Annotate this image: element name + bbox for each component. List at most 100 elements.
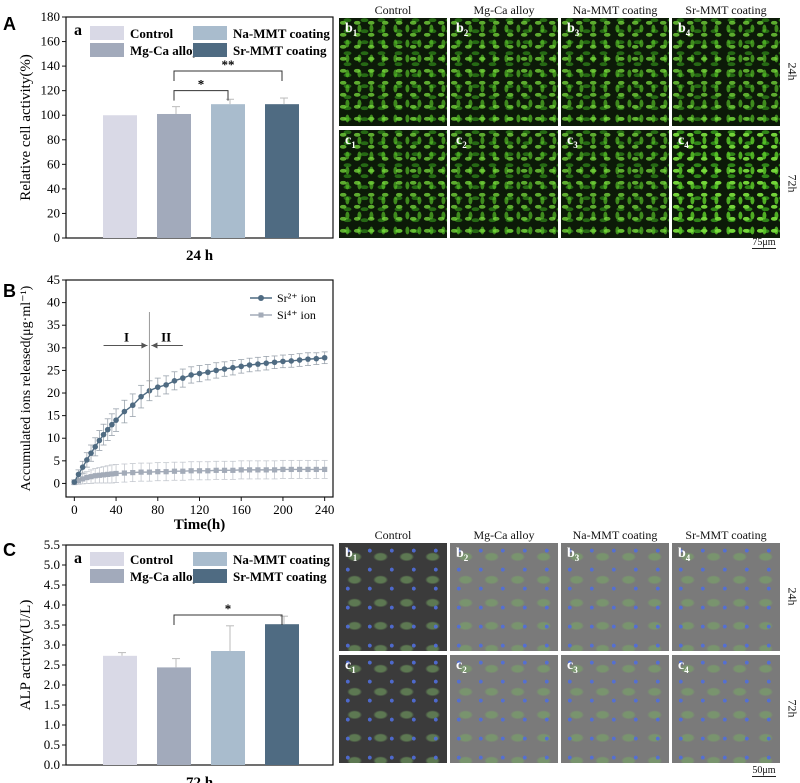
data-point <box>171 468 178 474</box>
micrograph-label: b3 <box>567 546 580 563</box>
panel-letter-a: A <box>3 14 16 34</box>
data-point <box>138 469 144 475</box>
data-point <box>88 474 94 480</box>
x-axis-label: 72 h <box>186 775 214 783</box>
y-tick-label: 5 <box>54 453 61 468</box>
y-tick-label: 20 <box>47 205 60 220</box>
data-point <box>271 359 278 366</box>
micrograph-image: c1 <box>339 130 447 238</box>
micrograph-image: b2 <box>450 543 558 651</box>
data-point <box>238 467 244 473</box>
panel-letter-b: B <box>3 281 16 301</box>
data-point <box>321 354 328 361</box>
micrograph-column-title: Mg-Ca alloy <box>473 3 535 17</box>
micrograph-image: c2 <box>450 130 558 238</box>
micrograph-label: c2 <box>456 658 467 675</box>
legend-swatch <box>193 552 227 566</box>
data-point <box>109 471 115 477</box>
micrograph-label-subscript: 3 <box>573 664 578 675</box>
data-point <box>92 444 99 450</box>
data-point <box>205 369 211 376</box>
y-tick-label: 100 <box>41 107 61 122</box>
bar <box>157 667 191 765</box>
data-point <box>109 421 115 428</box>
micrograph-column-title: Control <box>374 3 412 17</box>
data-point <box>84 457 90 463</box>
y-tick-label: 20 <box>47 385 60 400</box>
data-point <box>113 417 119 423</box>
y-tick-label: 0 <box>54 230 61 245</box>
micrograph-column-title: Mg-Ca alloy <box>473 528 535 542</box>
x-tick-label: 240 <box>315 502 335 517</box>
micrograph-image: c4 <box>672 655 780 763</box>
legend-marker <box>258 295 264 301</box>
plot-frame <box>65 16 334 239</box>
y-tick-label: 1.0 <box>44 717 60 732</box>
micrograph-row-title: 72h <box>785 699 800 718</box>
micrograph-label: c2 <box>456 133 467 150</box>
arrow-head <box>141 342 148 349</box>
y-tick-label: 0.0 <box>44 757 60 772</box>
micrograph-label: c3 <box>567 133 578 150</box>
data-point <box>92 473 98 479</box>
data-point <box>221 467 228 473</box>
data-point <box>130 469 136 476</box>
bar <box>211 104 245 238</box>
y-tick-label: 3.5 <box>44 617 60 632</box>
data-point <box>96 472 102 478</box>
legend-label: Sr²⁺ ion <box>277 291 316 305</box>
data-point <box>75 471 82 478</box>
y-tick-label: 4.5 <box>44 577 60 592</box>
data-point <box>322 466 328 473</box>
micrograph-image: b1 <box>339 18 447 126</box>
scale-bar: 50μm <box>752 765 776 778</box>
data-point <box>246 362 253 368</box>
data-point <box>104 426 111 433</box>
y-tick-label: 0.5 <box>44 737 60 752</box>
legend-label: Mg-Ca alloy <box>130 569 199 584</box>
micrograph-label-subscript: 1 <box>351 664 356 675</box>
y-tick-label: 5.0 <box>44 557 60 572</box>
y-tick-label: 45 <box>47 272 60 287</box>
micrograph-image: c3 <box>561 130 669 238</box>
bar <box>211 651 245 765</box>
sub-panel-letter: a <box>74 550 82 567</box>
legend-swatch <box>90 43 124 57</box>
bar <box>103 115 137 238</box>
significance-bracket <box>173 70 283 82</box>
x-tick-label: 40 <box>110 502 123 517</box>
data-point <box>297 466 303 473</box>
y-tick-label: 60 <box>47 156 60 171</box>
y-tick-label: 2.0 <box>44 677 60 692</box>
panel-a-bar-chart: 0 20 40 60 80 100 120 140 160 180 Relative cell ac… <box>18 9 334 264</box>
y-tick-label: 5.5 <box>44 537 60 552</box>
micrograph-label: c1 <box>345 133 356 150</box>
significance-bracket <box>173 90 229 101</box>
micrograph-label: b3 <box>567 21 580 38</box>
y-axis-label: Accumulated ions released(μg·ml⁻¹) <box>19 285 34 491</box>
data-point <box>280 466 286 473</box>
panel-letter-c: C <box>3 540 16 560</box>
data-point <box>313 466 319 473</box>
panel-b-line-chart: 0 5 10 15 20 25 30 35 40 45 0 40 80 120 160 200 240 Accum… <box>19 272 334 533</box>
data-point <box>75 478 82 484</box>
legend-label: Sr-MMT coating <box>233 43 327 58</box>
micrograph-label-subscript: 1 <box>352 552 358 563</box>
data-point <box>230 364 236 371</box>
data-point <box>196 370 203 377</box>
micrograph-label-subscript: 1 <box>352 27 358 38</box>
micrograph-label: c3 <box>567 658 578 675</box>
micrograph-label-subscript: 2 <box>462 139 467 150</box>
data-point <box>88 450 94 456</box>
micrograph-label-subscript: 2 <box>463 552 469 563</box>
data-point <box>71 479 78 485</box>
legend-label: Na-MMT coating <box>233 552 330 567</box>
y-tick-label: 40 <box>47 295 60 310</box>
y-tick-label: 15 <box>47 408 60 423</box>
legend-swatch <box>193 43 227 57</box>
legend-label: Control <box>130 552 173 567</box>
data-point <box>121 470 128 476</box>
plot-frame <box>65 544 334 766</box>
y-tick-label: 2.5 <box>44 657 60 672</box>
